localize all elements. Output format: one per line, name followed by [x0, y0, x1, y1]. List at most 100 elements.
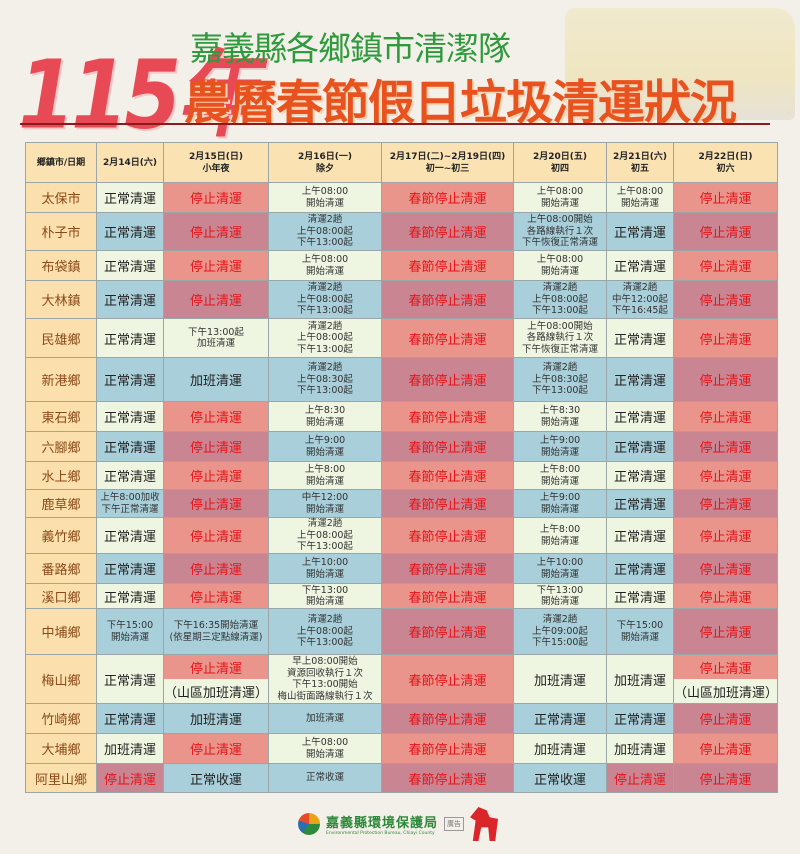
agency-name: 嘉義縣環境保護局 [326, 816, 439, 831]
table-row: 大林鎮 正常清運 停止清運 清運2趟 上午08:00起 下午13:00起 春節停止清運清… [25, 280, 778, 319]
status-stopped: 停止清運 [673, 280, 778, 319]
status-stopped: 停止清運 [673, 583, 778, 609]
status-stopped: 春節停止清運 [381, 608, 514, 655]
town-name: 竹崎鄉 [25, 703, 97, 734]
status-cell: 上午08:00 開始清運 [268, 250, 382, 281]
status-stopped: 停止清運 [606, 763, 674, 793]
status-cell: 上午08:00 開始清運 [513, 250, 607, 281]
town-name: 梅山鄉 [25, 654, 97, 704]
table-row: 新港鄉 正常清運 加班清運 清運2趟 上午08:30起 下午13:00起 春節停止清運清… [25, 357, 778, 402]
status-cell: 上午08:00開始 各路線執行１次 下午恢復正常清運 [513, 318, 607, 358]
status-stopped: 停止清運 [163, 733, 269, 764]
town-name: 鹿草鄉 [25, 489, 97, 518]
status-cell: 加班清運 [96, 733, 164, 764]
agency-name-en: Environmental Protection Bureau, Chiayi … [326, 831, 435, 836]
table-row: 朴子市 正常清運 停止清運 清運2趟 上午08:00起 下午13:00起 春節停止清運上… [25, 212, 778, 251]
status-cell: 正常清運 [96, 703, 164, 734]
table-row: 六腳鄉 正常清運 停止清運 上午9:00 開始清運 春節停止清運 上午9:00 開始清運正… [25, 431, 778, 462]
status-cell: 正常清運 [606, 553, 674, 584]
status-stopped: 停止清運 [673, 318, 778, 358]
title-divider [20, 123, 770, 125]
status-stopped: 停止清運 [163, 250, 269, 281]
status-stopped: 春節停止清運 [381, 703, 514, 734]
red-horse-icon [470, 807, 499, 841]
status-cell: 正常清運 [96, 431, 164, 462]
status-cell: 正常清運 [96, 401, 164, 432]
status-cell: 正常清運 [606, 357, 674, 402]
table-row: 鹿草鄉 上午8:00加收 下午正常清運 停止清運 中午12:00 開始清運 春節停止清運… [25, 489, 778, 518]
page-title: 農曆春節假日垃圾清運狀況 [184, 76, 737, 131]
status-stopped: 停止清運 [163, 553, 269, 584]
status-stopped: 停止清運 [163, 212, 269, 251]
town-name: 大林鎮 [25, 280, 97, 319]
status-stopped: 春節停止清運 [381, 553, 514, 584]
status-cell: 加班清運 [606, 654, 674, 704]
status-stopped: 停止清運 [673, 250, 778, 281]
column-header: 2月17日(二)~2月19日(四) 初一~初三 [381, 142, 514, 183]
status-cell: 上午08:00開始 各路線執行１次 下午恢復正常清運 [513, 212, 607, 251]
table-row: 大埔鄉 加班清運 停止清運 上午08:00 開始清運 春節停止清運 加班清運 加班清運 停止清… [25, 733, 778, 764]
status-cell: 正常清運 [96, 357, 164, 402]
split-cell: 停止清運 （山區加班清運） [163, 654, 269, 704]
status-stopped: 停止清運 [673, 401, 778, 432]
table-row: 竹崎鄉 正常清運 加班清運 加班清運 春節停止清運 正常清運 正常清運 停止清運 [25, 703, 778, 734]
status-cell: 正常清運 [606, 212, 674, 251]
status-stopped: 春節停止清運 [381, 318, 514, 358]
status-stopped: 春節停止清運 [381, 431, 514, 462]
status-cell: 清運2趟 上午08:00起 下午13:00起 [268, 280, 382, 319]
status-stopped: 停止清運 [673, 431, 778, 462]
status-cell: 正常清運 [96, 517, 164, 554]
status-cell: 上午08:00 開始清運 [268, 182, 382, 213]
status-stopped: 停止清運 [673, 733, 778, 764]
column-header: 鄉鎮市/日期 [25, 142, 97, 183]
status-cell: 正常收運 [268, 763, 382, 793]
column-header: 2月14日(六) [96, 142, 164, 183]
status-cell: 加班清運 [268, 703, 382, 734]
status-cell: 上午8:30 開始清運 [268, 401, 382, 432]
status-cell: 上午8:00 開始清運 [268, 461, 382, 490]
status-stopped: 春節停止清運 [381, 654, 514, 704]
table-row: 水上鄉 正常清運 停止清運 上午8:00 開始清運 春節停止清運 上午8:00 開始清運正… [25, 461, 778, 490]
status-stopped: 停止清運 [163, 517, 269, 554]
status-cell: 加班清運 [513, 654, 607, 704]
status-cell: 加班清運 [513, 733, 607, 764]
table-header-row: 鄉鎮市/日期 2月14日(六) 2月15日(日) 小年夜 2月16日(一) 除夕 2月1… [25, 142, 778, 183]
status-cell: 正常清運 [96, 280, 164, 319]
status-cell: 下午13:00起 加班清運 [163, 318, 269, 358]
status-stopped: 停止清運 [673, 608, 778, 655]
status-cell: 中午12:00 開始清運 [268, 489, 382, 518]
epb-logo-icon [298, 813, 320, 835]
status-stopped: 停止清運 [163, 583, 269, 609]
status-cell: 正常清運 [96, 654, 164, 704]
status-cell: 清運2趟 中午12:00起 下午16:45起 [606, 280, 674, 319]
status-cell: 清運2趟 上午08:00起 下午13:00起 [268, 318, 382, 358]
status-cell: 正常清運 [96, 461, 164, 490]
town-name: 太保市 [25, 182, 97, 213]
status-cell: 下午13:00 開始清運 [513, 583, 607, 609]
status-stopped: 停止清運 [163, 280, 269, 319]
status-stopped: 停止清運 [673, 553, 778, 584]
status-cell: 上午8:30 開始清運 [513, 401, 607, 432]
town-name: 新港鄉 [25, 357, 97, 402]
town-name: 義竹鄉 [25, 517, 97, 554]
status-cell: 上午08:00 開始清運 [268, 733, 382, 764]
table-row: 東石鄉 正常清運 停止清運 上午8:30 開始清運 春節停止清運 上午8:30 開始清運正… [25, 401, 778, 432]
status-stopped: 春節停止清運 [381, 212, 514, 251]
table-row: 梅山鄉 正常清運 停止清運 （山區加班清運） 早上08:00開始 資源回收執行１次 下午… [25, 654, 778, 704]
column-header: 2月16日(一) 除夕 [268, 142, 382, 183]
status-stopped: 春節停止清運 [381, 733, 514, 764]
status-cell: 正常清運 [96, 318, 164, 358]
status-stopped: 春節停止清運 [381, 763, 514, 793]
status-cell: 下午15:00 開始清運 [96, 608, 164, 655]
status-cell: 清運2趟 上午08:00起 下午13:00起 [513, 280, 607, 319]
column-header: 2月20日(五) 初四 [513, 142, 607, 183]
schedule-table: 鄉鎮市/日期 2月14日(六) 2月15日(日) 小年夜 2月16日(一) 除夕 2月1… [25, 142, 778, 793]
status-cell: 上午8:00加收 下午正常清運 [96, 489, 164, 518]
status-cell: 上午9:00 開始清運 [513, 431, 607, 462]
status-stopped: 停止清運 [96, 763, 164, 793]
table-row: 中埔鄉 下午15:00 開始清運 下午16:35開始清運 (依星期三定點線清運) 清運… [25, 608, 778, 655]
split-cell: 停止清運 （山區加班清運） [673, 654, 778, 704]
table-row: 民雄鄉 正常清運 下午13:00起 加班清運 清運2趟 上午08:00起 下午13:0… [25, 318, 778, 358]
status-cell: 正常清運 [606, 583, 674, 609]
status-stopped: 停止清運 [163, 489, 269, 518]
